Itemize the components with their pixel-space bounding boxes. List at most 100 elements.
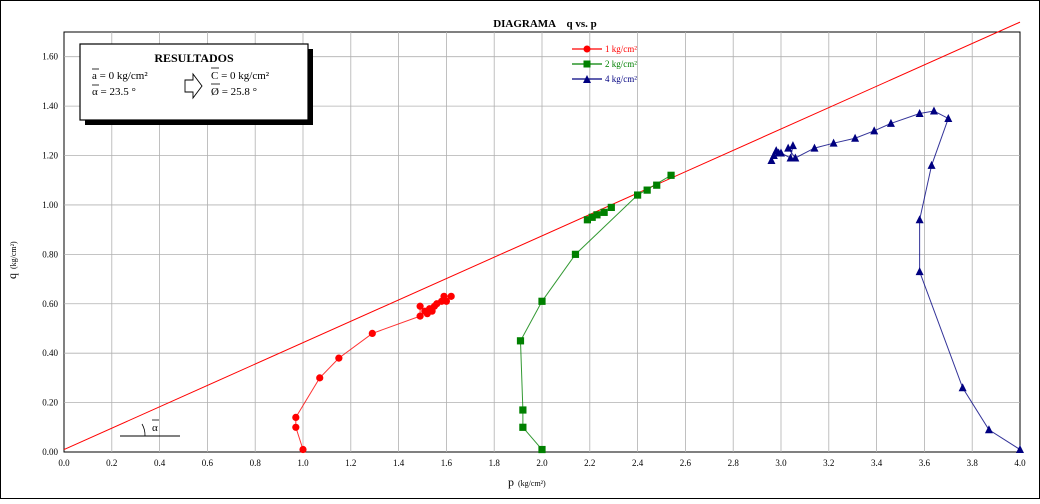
data-point [292,413,300,422]
data-point [299,445,307,454]
x-tick-label: 0.8 [250,458,262,468]
data-point [984,425,993,434]
data-point [944,113,953,122]
results-friction-angle: Ø = 25.8 ° [211,86,257,98]
x-tick-label: 4.0 [1014,458,1026,468]
results-box: RESULTADOS a = 0 kg/cm² α = 23.5 ° C = 0… [79,43,313,125]
data-point [368,329,376,338]
data-point [442,297,450,305]
data-point [416,302,424,310]
legend-label-2: 2 kg/cm² [605,59,637,69]
y-tick-label: 0.20 [42,398,58,408]
results-cohesion-a: a = 0 kg/cm² [92,70,148,82]
series-3 [767,106,1024,454]
data-point [886,118,895,127]
data-point [870,126,879,135]
data-point [593,211,601,219]
data-point [519,406,527,414]
chart-title: DIAGRAMA q vs. p [493,18,597,30]
x-tick-label: 1.0 [297,458,309,468]
y-tick-label: 1.00 [42,200,58,210]
tick-labels: 0.0 0.2 0.4 0.6 0.8 1.0 1.2 1.4 1.6 1.8 2.0 2.2 2.4 2… [42,52,1026,468]
data-series [292,106,1024,454]
legend-marker-3 [583,75,591,83]
data-point [929,106,938,115]
series-2 [516,171,675,454]
y-tick-label: 0.40 [42,348,58,358]
data-point [600,208,608,216]
x-axis-unit: (kg/cm²) [518,479,546,488]
x-tick-label: 2.2 [584,458,595,468]
x-tick-label: 1.2 [345,458,356,468]
grid [63,31,1021,453]
x-tick-label: 3.4 [871,458,883,468]
x-tick-label: 0.0 [58,458,70,468]
angle-marker-label: α [152,422,158,434]
y-axis-label: q (kg/cm²) [5,241,19,279]
x-tick-label: 3.0 [775,458,787,468]
failure-envelope [63,21,1021,450]
data-point [927,160,936,169]
data-point [335,354,343,362]
data-point [292,423,300,431]
x-tick-label: 2.4 [632,458,644,468]
data-point [915,109,924,118]
results-cohesion-c: C = 0 kg/cm² [211,70,270,82]
data-point [810,143,819,152]
failure-envelope-line [63,21,1021,450]
x-tick-label: 2.0 [536,458,548,468]
x-tick-label: 3.8 [967,458,979,468]
data-point [829,138,838,147]
y-tick-label: 0.60 [42,299,58,309]
legend-marker-2 [583,60,591,68]
data-point [958,383,967,392]
data-point [653,181,661,189]
data-point [588,213,596,221]
x-tick-label: 1.6 [441,458,453,468]
data-point [583,216,592,224]
data-point [786,153,795,162]
data-point [1016,445,1024,454]
x-tick-label: 3.2 [823,458,834,468]
y-tick-label: 0.80 [42,249,58,259]
x-tick-label: 3.6 [919,458,931,468]
results-angle-alpha: α = 23.5 ° [92,86,136,98]
data-point [915,215,924,224]
x-tick-label: 2.8 [728,458,740,468]
results-title: RESULTADOS [154,51,234,65]
data-point [788,141,797,150]
x-tick-label: 1.4 [393,458,405,468]
data-point [784,143,793,152]
x-tick-label: 0.4 [154,458,166,468]
data-point [607,203,615,212]
data-point [416,312,424,320]
angle-marker: α [120,419,180,437]
x-tick-label: 0.2 [106,458,117,468]
data-point [538,445,546,454]
y-axis-symbol: q [5,273,19,279]
data-point [571,250,580,258]
y-tick-label: 0.00 [42,447,58,457]
data-point [538,297,546,305]
data-point [915,267,924,276]
legend-label-3: 4 kg/cm² [605,74,637,84]
y-tick-label: 1.40 [42,101,58,111]
angle-arc [141,423,146,437]
data-point [667,171,675,179]
x-tick-label: 0.6 [202,458,214,468]
data-point [519,423,527,431]
y-axis-unit: (kg/cm²) [9,241,18,269]
data-point [634,191,642,199]
legend-label-1: 1 kg/cm² [605,44,637,54]
y-tick-label: 1.60 [42,52,58,62]
x-axis-label: p (kg/cm²) [508,475,546,489]
arrow-right-icon [184,72,203,100]
data-point [851,133,860,142]
data-point [767,155,776,164]
data-point [643,186,651,194]
legend: 1 kg/cm² 2 kg/cm² 4 kg/cm² [572,44,637,84]
series-1 [292,292,455,454]
x-tick-label: 1.8 [489,458,501,468]
